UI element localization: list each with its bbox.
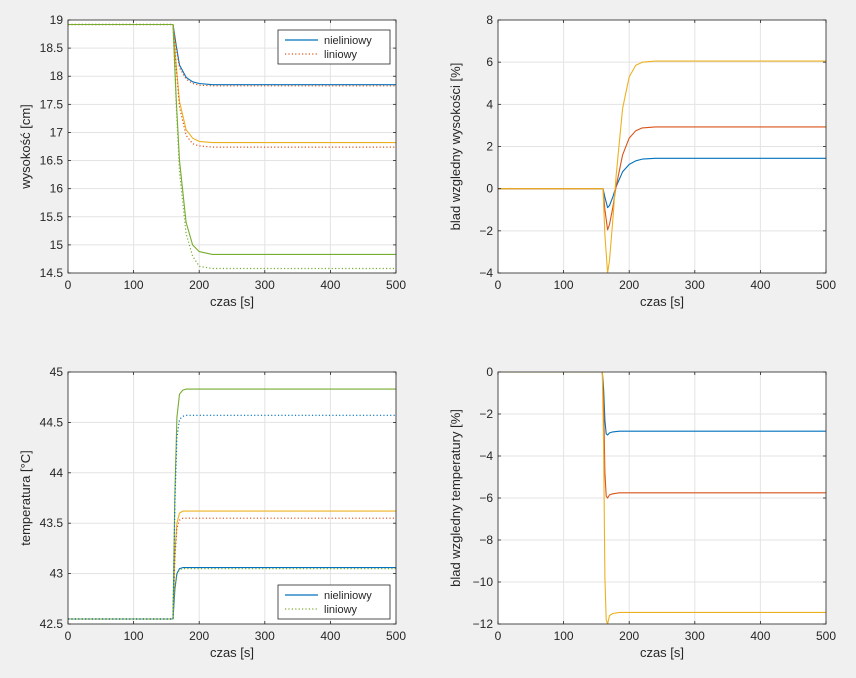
y-tick-label: 15.5 [40,210,64,224]
y-tick-label: 4 [486,97,493,111]
y-tick-label: −4 [479,449,493,463]
chart-2: 0 100 200 300 400 500 −4 −2 0 2 4 6 8 czas [s] blad wz… [448,13,836,309]
series-group [68,388,396,620]
y-tick-label: 43 [50,567,64,581]
series-line-3 [498,60,826,273]
legend: nieliniowy liniowy [277,29,391,65]
series-group [68,23,396,270]
x-tick-label: 500 [816,278,836,292]
y-tick-label: 17.5 [40,97,64,111]
x-tick-label: 500 [816,629,836,643]
x-tick-label: 0 [65,629,72,643]
y-tick-label: 43.5 [40,516,64,530]
x-tick-label: 0 [495,629,502,643]
y-tick-label: −2 [479,224,493,238]
x-axis-label: czas [s] [640,645,684,660]
y-tick-label: 15 [50,238,64,252]
legend: nieliniowy liniowy [277,584,391,620]
y-tick-label: 18 [50,69,64,83]
axes-box [67,19,397,274]
y-tick-label: −2 [479,407,493,421]
x-tick-label: 400 [750,278,770,292]
y-tick-label: −10 [473,575,494,589]
y-tick-label: 44 [50,466,64,480]
x-tick-label: 500 [386,278,406,292]
y-axis-label: wysokość [cm] [18,104,33,190]
legend-label: liniowy [324,49,358,61]
x-tick-label: 300 [255,278,275,292]
legend-label: nieliniowy [324,590,372,602]
x-tick-label: 300 [255,629,275,643]
y-tick-label: −8 [479,533,493,547]
chart-3: 0 100 200 300 400 500 42.5 43 43.5 44 44.5 45 czas [… [18,365,406,660]
legend-box [277,584,391,620]
y-tick-label: 8 [486,13,493,27]
axes-box [67,371,397,625]
x-tick-label: 400 [320,278,340,292]
x-axis-label: czas [s] [210,294,254,309]
y-tick-label: 19 [50,13,64,27]
legend-box [277,29,391,65]
x-tick-label: 200 [189,278,209,292]
x-axis-label: czas [s] [640,294,684,309]
y-axis-label: blad wzgledny temperatury [%] [448,409,463,587]
y-axis-label: temperatura [°C] [18,450,33,546]
x-tick-label: 200 [189,629,209,643]
y-tick-label: 2 [486,140,493,154]
x-tick-label: 200 [619,278,639,292]
x-tick-label: 500 [386,629,406,643]
chart-4: 0 100 200 300 400 500 −12 −10 −8 −6 −4 −2 0 czas [s] b… [448,365,836,660]
y-tick-label: 18.5 [40,41,64,55]
x-tick-label: 100 [554,629,574,643]
series-group [498,60,826,273]
legend-label: liniowy [324,604,358,616]
x-tick-label: 0 [495,278,502,292]
x-tick-label: 400 [750,629,770,643]
x-tick-label: 400 [320,629,340,643]
y-axis-label: blad wzgledny wysokości [%] [448,63,463,231]
y-tick-label: 17 [50,125,64,139]
x-tick-label: 100 [554,278,574,292]
x-tick-label: 300 [685,278,705,292]
grid [67,19,397,274]
y-tick-label: −6 [479,491,493,505]
plot-area [68,372,396,624]
x-tick-label: 100 [124,629,144,643]
x-tick-label: 0 [65,278,72,292]
y-tick-label: 16.5 [40,154,64,168]
y-tick-label: −12 [473,617,494,631]
x-tick-label: 200 [619,629,639,643]
chart-1: 0 100 200 300 400 500 14.5 15 15.5 16 16.5 17 17.5 18… [18,13,406,309]
x-tick-label: 300 [685,629,705,643]
y-tick-label: 42.5 [40,617,64,631]
y-tick-label: 0 [486,365,493,379]
y-tick-label: 44.5 [40,415,64,429]
y-tick-label: 0 [486,182,493,196]
x-tick-label: 100 [124,278,144,292]
y-tick-label: −4 [479,266,493,280]
y-tick-label: 45 [50,365,64,379]
x-axis-label: czas [s] [210,645,254,660]
y-tick-label: 16 [50,182,64,196]
series-line-3 [498,372,826,624]
y-tick-label: 14.5 [40,266,64,280]
legend-label: nieliniowy [324,35,372,47]
series-group [498,372,826,624]
series-line-4 [68,517,396,620]
y-tick-label: 6 [486,55,493,69]
